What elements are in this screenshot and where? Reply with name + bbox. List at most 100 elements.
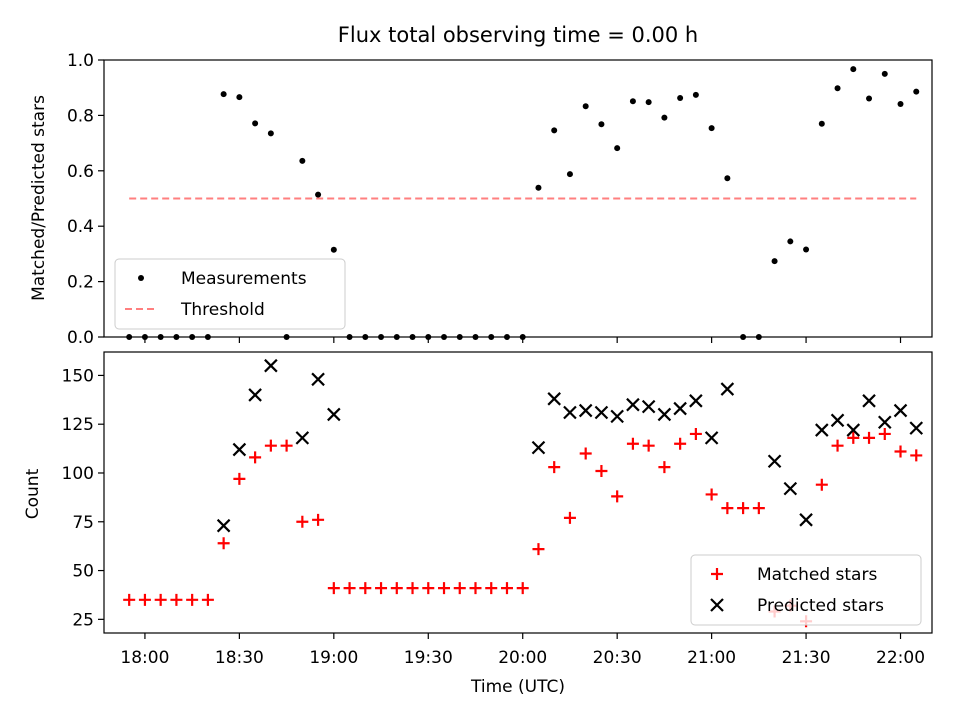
measurement-point (614, 145, 621, 152)
measurement-point (645, 99, 652, 106)
matched-star-point (201, 593, 214, 606)
count-legend: Matched stars Predicted stars (690, 554, 922, 626)
count-y-tick-label: 150 (62, 366, 94, 386)
ratio-y-tick-label: 0.2 (67, 273, 94, 293)
legend-plus-marker (711, 568, 723, 580)
predicted-star-point (815, 423, 829, 437)
matched-star-point (359, 582, 372, 595)
ratio-axes-frame (103, 59, 933, 338)
matched-star-point (138, 593, 151, 606)
measurement-point (834, 85, 841, 92)
count-y-tick-label: 125 (62, 415, 94, 435)
matched-star-point (894, 445, 907, 458)
matched-star-point (186, 593, 199, 606)
predicted-star-point (563, 405, 577, 420)
measurement-point (677, 94, 684, 101)
matched-star-point (563, 511, 576, 524)
measurement-point (850, 66, 857, 73)
matched-star-point (154, 593, 167, 606)
predicted-star-point (295, 431, 310, 445)
measurement-point (236, 94, 243, 101)
x-tick-label: 19:30 (404, 648, 453, 668)
measurement-point (582, 103, 589, 110)
legend-box (690, 554, 922, 626)
ratio-y-tick-label: 0.0 (67, 328, 94, 348)
measurement-point (881, 70, 888, 77)
predicted-star-point (594, 405, 609, 420)
measurement-point (330, 246, 337, 253)
measurement-point (897, 101, 904, 108)
measurement-point (818, 120, 825, 127)
legend-box (114, 258, 346, 330)
measurement-point (315, 191, 322, 198)
matched-star-point (469, 582, 482, 595)
matched-star-point (878, 427, 891, 440)
matched-star-point (815, 478, 828, 491)
matched-star-point (705, 488, 718, 501)
ratio-y-tick-label: 0.4 (67, 217, 94, 237)
predicted-star-point (578, 403, 593, 418)
ratio-y-tick-label: 1.0 (67, 51, 94, 71)
count-y-tick-label: 25 (72, 610, 94, 630)
matched-star-point (863, 431, 876, 444)
measurement-point (771, 258, 778, 265)
matched-star-point (327, 582, 340, 595)
predicted-star-point (641, 399, 656, 414)
predicted-star-point (909, 421, 924, 435)
predicted-star-point (720, 382, 735, 396)
measurement-point (803, 246, 810, 253)
matched-star-point (847, 431, 860, 444)
measurement-point (724, 175, 731, 182)
measurement-point (220, 91, 227, 98)
predicted-star-point (767, 454, 782, 469)
chart-title: Flux total observing time = 0.00 h (338, 23, 698, 47)
matched-star-point (406, 582, 419, 595)
matched-star-point (831, 439, 844, 452)
ratio-legend: Measurements Threshold (114, 258, 346, 330)
measurement-point (708, 125, 715, 132)
measurement-point (913, 88, 920, 95)
predicted-star-point (830, 413, 845, 428)
legend-label: Matched stars (757, 565, 877, 585)
predicted-star-point (327, 407, 341, 422)
matched-star-point (721, 502, 734, 515)
matched-star-point (737, 502, 750, 515)
matched-star-point (280, 439, 293, 452)
measurement-point (661, 114, 668, 121)
measurement-point (598, 121, 605, 128)
measurement-point (267, 130, 274, 137)
matched-star-point (579, 447, 592, 460)
matched-star-point (500, 582, 513, 595)
matched-star-point (422, 582, 435, 595)
x-tick-label: 21:00 (687, 648, 736, 668)
ratio-y-tick-label: 0.6 (67, 162, 94, 182)
predicted-star-point (877, 415, 892, 430)
matched-star-point (264, 439, 277, 452)
matched-star-point (233, 472, 246, 485)
matched-star-point (453, 582, 466, 595)
predicted-star-point (311, 372, 325, 387)
matched-star-point (516, 582, 529, 595)
predicted-star-point (547, 392, 561, 406)
x-tick-label: 19:00 (309, 648, 358, 668)
predicted-star-point (799, 513, 813, 527)
matched-star-point (312, 513, 325, 526)
x-tick-label: 20:30 (593, 648, 642, 668)
count-axes-frame (103, 351, 933, 634)
predicted-star-point (689, 394, 703, 408)
measurement-point (551, 127, 558, 134)
legend-dot-marker (138, 275, 144, 281)
predicted-star-point (531, 440, 546, 455)
legend-x-marker (710, 598, 724, 612)
matched-star-point (123, 593, 136, 606)
measurement-point (692, 91, 699, 98)
predicted-star-point (846, 423, 861, 437)
predicted-star-point (216, 518, 231, 533)
legend-label: Measurements (181, 269, 307, 289)
ratio-panel: 0.0 0.2 0.4 0.6 0.8 1.0 Measurements Threshold (67, 51, 933, 348)
measurement-point (866, 95, 873, 102)
matched-star-point (485, 582, 498, 595)
matched-star-point (532, 543, 545, 556)
predicted-star-point (862, 394, 876, 408)
matched-star-point (595, 465, 608, 478)
